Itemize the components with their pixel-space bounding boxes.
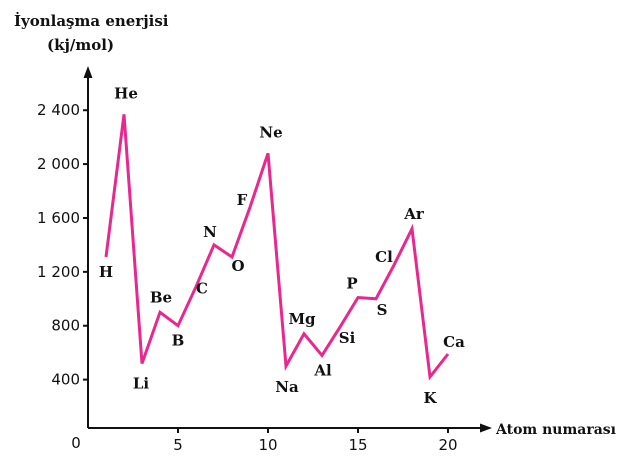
y-tick-label: 1 200 [37, 263, 80, 281]
element-label-si: Si [339, 329, 356, 347]
element-label-ar: Ar [403, 205, 425, 223]
x-tick-label: 10 [258, 436, 277, 454]
ionization-energy-line [104, 114, 450, 381]
element-label-mg: Mg [288, 310, 316, 328]
element-label-ca: Ca [443, 333, 465, 351]
element-label-c: C [196, 280, 208, 298]
element-label-be: Be [150, 288, 172, 306]
element-label-he: He [114, 84, 138, 102]
element-label-k: K [423, 389, 437, 407]
x-tick-label: 5 [173, 436, 183, 454]
x-axis-arrow-icon [480, 423, 492, 433]
x-tick-label: 20 [438, 436, 457, 454]
x-axis-label: Atom numarası [495, 422, 616, 438]
element-label-s: S [377, 301, 388, 319]
y-tick-label: 2 000 [37, 155, 80, 173]
element-label-ne: Ne [259, 123, 282, 141]
element-label-na: Na [275, 378, 299, 396]
element-label-o: O [231, 257, 244, 275]
element-label-al: Al [313, 361, 332, 379]
element-label-li: Li [133, 374, 150, 392]
y-axis-arrow-icon [83, 66, 93, 78]
element-labels: H He Li Be B C NO F Ne Na Mg Al Si P S Cl Ar K Ca [99, 84, 465, 407]
element-label-p: P [346, 274, 357, 292]
element-label-n: N [203, 223, 217, 241]
element-label-h: H [99, 263, 113, 281]
element-label-f: F [237, 191, 248, 209]
chart-title-line-2: (kj/mol) [47, 36, 114, 54]
element-label-cl: Cl [375, 248, 393, 266]
y-tick-label: 800 [51, 317, 80, 335]
y-tick-label: 400 [51, 371, 80, 389]
origin-label: 0 [71, 434, 81, 452]
x-ticks: 5 10 15 20 [173, 428, 458, 454]
y-ticks: 400 800 1 200 1 600 2 000 2 400 [37, 101, 88, 389]
chart-title-line-1: İyonlaşma enerjisi [14, 11, 169, 30]
x-tick-label: 15 [348, 436, 367, 454]
y-tick-label: 1 600 [37, 209, 80, 227]
element-label-b: B [172, 332, 185, 350]
y-tick-label: 2 400 [37, 101, 80, 119]
